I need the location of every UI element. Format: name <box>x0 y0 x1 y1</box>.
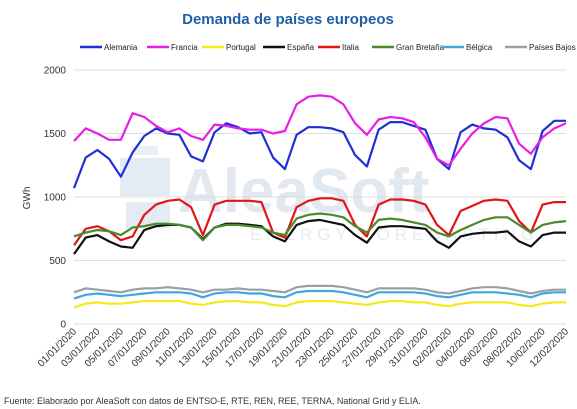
y-axis-label: GWh <box>22 187 33 210</box>
legend-label: Francia <box>171 43 198 52</box>
x-axis: 01/01/202003/01/202005/01/202007/01/2020… <box>36 326 571 369</box>
series-line-1 <box>73 94 567 167</box>
legend: Alemania Francia Portugal España Italia Gran … <box>80 43 576 52</box>
legend-label: Gran Bretaña <box>396 43 445 52</box>
series-line-7 <box>73 284 566 295</box>
watermark: AleaSoft ENERGY FORECASTING <box>120 146 534 244</box>
watermark-brand: AleaSoft <box>178 157 429 226</box>
series-line-0 <box>72 119 566 189</box>
series-line-5 <box>73 212 567 242</box>
chart-title: Demanda de países europeos <box>182 11 394 28</box>
y-tick-label: 1000 <box>44 193 67 204</box>
legend-label: Bélgica <box>466 43 493 52</box>
series-lines <box>72 94 567 309</box>
legend-label: Italia <box>342 43 359 52</box>
series-line-6 <box>73 289 566 300</box>
legend-label: España <box>287 43 315 52</box>
legend-label: Portugal <box>226 43 256 52</box>
series-line-3 <box>73 218 566 255</box>
y-tick-label: 2000 <box>44 66 67 77</box>
legend-label: Alemania <box>104 43 138 52</box>
series-line-2 <box>73 300 566 309</box>
legend-label: Países Bajos <box>529 43 576 52</box>
y-tick-label: 500 <box>49 256 66 267</box>
series-line-4 <box>73 197 566 246</box>
source-note: Fuente: Elaborado por AleaSoft con datos… <box>4 396 421 406</box>
y-axis: 0 500 1000 1500 2000 <box>44 66 67 331</box>
grid <box>74 69 566 325</box>
y-tick-label: 1500 <box>44 129 67 140</box>
y-tick-label: 0 <box>60 320 66 331</box>
